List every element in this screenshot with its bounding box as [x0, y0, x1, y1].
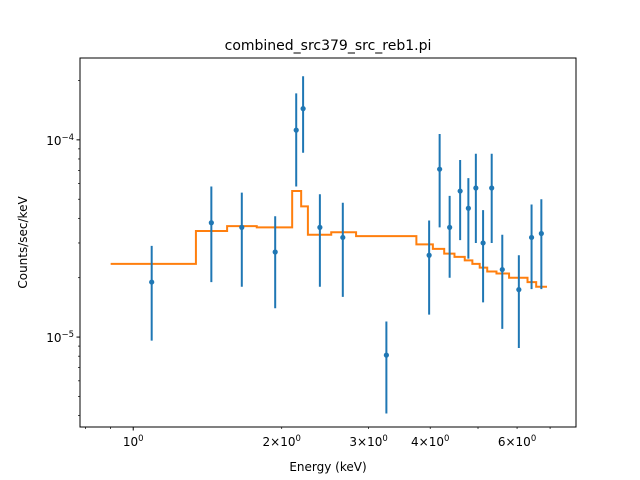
- data-marker: [499, 266, 505, 273]
- data-marker: [473, 185, 479, 191]
- data-marker: [516, 287, 522, 293]
- data-marker: [149, 279, 155, 285]
- data-point-16: [480, 210, 486, 303]
- x-tick-label: 6×100: [498, 434, 536, 449]
- plot-area: [110, 76, 548, 414]
- data-point-19: [516, 255, 522, 349]
- data-point-1: [149, 245, 155, 341]
- data-point-7: [317, 194, 323, 287]
- plot-frame: [79, 57, 577, 428]
- axes-ticks: 100 2×100 3×100 4×100 6×100 10−5 10−4: [46, 80, 551, 449]
- data-marker: [480, 240, 486, 246]
- data-point-21: [538, 199, 544, 290]
- data-marker: [457, 188, 463, 194]
- y-tick-label: 10−5: [46, 330, 74, 345]
- x-tick-label: 100: [123, 434, 144, 449]
- data-marker: [437, 166, 443, 172]
- data-marker: [528, 234, 535, 241]
- data-marker: [489, 185, 495, 191]
- data-point-9: [383, 321, 389, 414]
- y-tick-label: 10−4: [46, 133, 74, 148]
- data-marker: [465, 205, 471, 211]
- data-point-14: [465, 178, 471, 259]
- data-point-2: [208, 186, 214, 283]
- data-point-20: [528, 204, 535, 290]
- data-marker: [272, 249, 278, 255]
- data-point-12: [447, 195, 453, 278]
- data-marker: [340, 234, 346, 241]
- data-marker: [239, 224, 245, 230]
- data-point-17: [489, 153, 495, 243]
- data-marker: [317, 224, 323, 230]
- data-point-5: [293, 93, 299, 187]
- data-point-6: [300, 76, 306, 153]
- data-point-11: [437, 134, 443, 228]
- data-point-4: [272, 216, 278, 309]
- data-marker: [538, 230, 544, 237]
- data-marker: [293, 127, 299, 133]
- data-point-8: [340, 202, 346, 297]
- x-tick-label: 2×100: [263, 434, 301, 449]
- data-point-15: [473, 153, 479, 243]
- chart-title: combined_src379_src_reb1.pi: [225, 38, 432, 54]
- data-point-18: [499, 234, 505, 329]
- x-tick-label: 3×100: [349, 434, 387, 449]
- data-marker: [447, 224, 453, 230]
- data-point-13: [457, 160, 463, 241]
- data-point-10: [426, 220, 432, 315]
- data-point-3: [239, 192, 245, 287]
- x-tick-label: 4×100: [411, 434, 449, 449]
- data-marker: [426, 252, 432, 258]
- data-marker: [300, 106, 306, 112]
- model-step-line: [110, 190, 548, 288]
- y-axis-label: Counts/sec/keV: [16, 196, 30, 289]
- data-marker: [383, 352, 389, 358]
- data-marker: [208, 220, 214, 226]
- x-axis-label: Energy (keV): [289, 460, 366, 474]
